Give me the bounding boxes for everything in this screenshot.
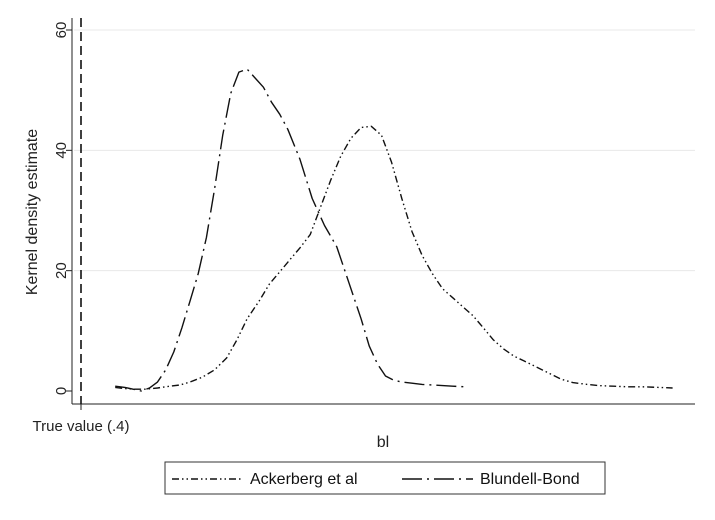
x-tick-label-true-value: True value (.4): [33, 418, 130, 435]
y-tick-label-0: 0: [53, 387, 70, 395]
x-axis-title: bl: [377, 434, 389, 451]
gridlines: [74, 29, 695, 272]
legend-box: [164, 461, 606, 495]
series-line-blundell-bond: [115, 68, 465, 392]
legend-label-ackerberg-et-al: Ackerberg et al: [250, 471, 358, 488]
legend: Ackerberg et al Blundell-Bond: [164, 461, 606, 495]
axis-labels: 0 20 40 60 True value (.4) bl Kernel density e…: [24, 22, 389, 451]
legend-label-blundell-bond: Blundell-Bond: [480, 471, 580, 488]
y-axis-title: Kernel density estimate: [24, 129, 41, 295]
series-line-ackerberg-et-al: [115, 125, 673, 390]
density-curves: [115, 68, 673, 392]
y-tick-label-40: 40: [53, 142, 70, 159]
y-tick-label-20: 20: [53, 262, 70, 279]
axes: [66, 18, 695, 410]
y-tick-label-60: 60: [53, 22, 70, 39]
